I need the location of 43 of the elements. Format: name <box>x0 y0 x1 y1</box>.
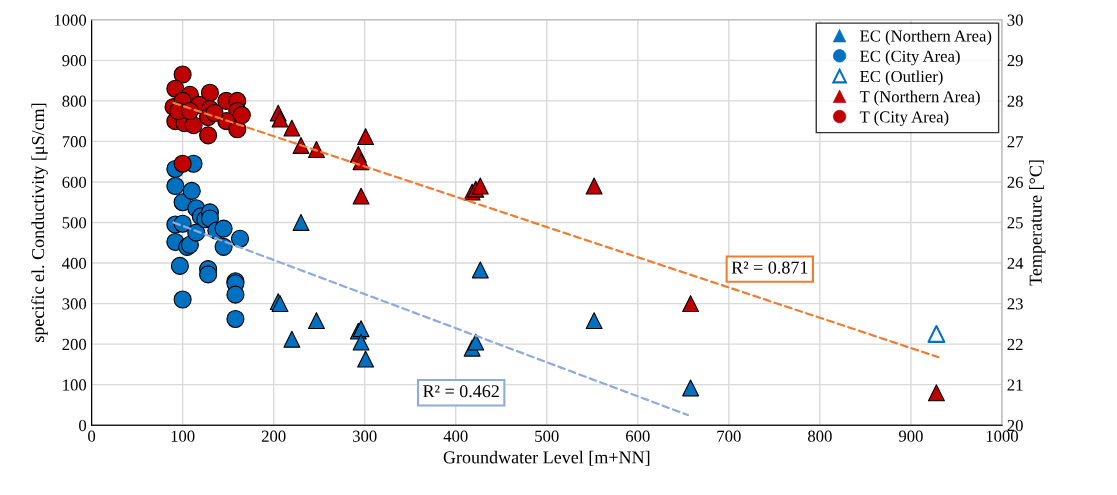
y-tick-label: 100 <box>63 379 87 391</box>
x-axis-title: Groundwater Level [m+NN] <box>443 450 650 466</box>
y2-tick-label: 29 <box>1007 55 1023 67</box>
x-tick-label: 400 <box>443 430 468 442</box>
y-tick-label: 700 <box>62 136 87 148</box>
legend-label: EC (Northern Area) <box>860 29 992 46</box>
annotation: R² = 0.462 <box>423 385 499 398</box>
y-tick-label: 200 <box>62 338 87 351</box>
x-tick-label: 700 <box>717 430 741 442</box>
x-tick-label: 900 <box>898 430 923 442</box>
x-tick-label: 800 <box>808 430 832 442</box>
y-tick-label: 900 <box>62 55 87 67</box>
y-tick-label: 400 <box>62 257 87 269</box>
y2-tick-label: 23 <box>1007 298 1023 310</box>
y-axis-title: specific el. Conductivity [μS/cm] <box>31 103 48 342</box>
y2-tick-label: 21 <box>1007 379 1023 391</box>
y-tick-label: 300 <box>62 298 87 310</box>
legend-label: EC (City Area) <box>860 50 960 66</box>
y2-tick-label: 24 <box>1007 257 1024 269</box>
y2-tick-label: 26 <box>1007 176 1023 188</box>
y-tick-label: 500 <box>62 217 87 229</box>
x-tick-label: 100 <box>171 430 195 442</box>
y-tick-label: 600 <box>62 176 87 188</box>
x-tick-label: 0 <box>88 430 96 442</box>
y2-tick-label: 27 <box>1007 136 1023 148</box>
x-tick-label: 500 <box>535 430 559 442</box>
y2-tick-label: 28 <box>1007 95 1023 107</box>
y2-axis-title: Temperature [°C] <box>1029 160 1046 286</box>
x-tick-label: 300 <box>353 430 377 442</box>
y-tick-label: 1000 <box>54 14 87 26</box>
legend-label: T (Northern Area) <box>859 90 980 106</box>
y2-tick-label: 20 <box>1007 419 1023 432</box>
y-tick-label: 0 <box>79 419 87 432</box>
y2-tick-label: 30 <box>1007 14 1023 26</box>
annotation: R² = 0.871 <box>731 261 808 274</box>
y2-tick-label: 22 <box>1007 338 1023 350</box>
x-tick-label: 200 <box>261 430 286 442</box>
x-tick-label: 600 <box>626 430 650 442</box>
y2-tick-label: 25 <box>1007 217 1023 229</box>
y-tick-label: 800 <box>62 95 87 107</box>
legend-label: EC (Outlier) <box>860 70 943 86</box>
x-tick-label: 1000 <box>986 430 1018 442</box>
legend-label: T (City Area) <box>859 110 949 126</box>
